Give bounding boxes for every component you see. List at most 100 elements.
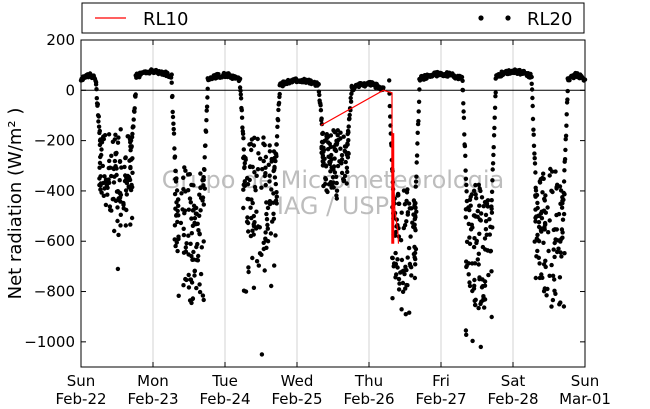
rl20-point-1262 — [549, 262, 554, 268]
series-rl20 — [78, 67, 588, 357]
rl20-point-931 — [323, 163, 329, 168]
rl20-point-427 — [94, 87, 99, 92]
rl20-point-583 — [171, 131, 177, 136]
rl20-point-1384 — [549, 304, 554, 309]
rl20-point-506 — [117, 159, 123, 164]
rl20-point-952 — [334, 174, 339, 179]
rl20-point-978 — [328, 169, 333, 174]
rl20-point-1021 — [402, 202, 408, 207]
rl20-point-649 — [176, 203, 181, 208]
rl20-point-1052 — [402, 271, 407, 277]
rl20-point-1199 — [485, 204, 490, 209]
rl20-point-742 — [267, 179, 272, 184]
rl20-point-1287 — [541, 262, 547, 267]
rl20-point-1308 — [536, 224, 542, 230]
rl20-point-1341 — [539, 216, 545, 221]
rl20-point-1153 — [482, 305, 487, 310]
rl20-point-1130 — [473, 182, 478, 188]
rl20-point-949 — [334, 188, 340, 193]
plot-frame — [80, 39, 586, 368]
rl20-point-550 — [99, 152, 104, 158]
rl20-point-1303 — [550, 273, 556, 278]
rl20-point-1283 — [533, 275, 538, 281]
rl20-point-729 — [254, 259, 260, 264]
rl20-point-1176 — [476, 251, 481, 256]
rl20-point-694 — [193, 211, 199, 216]
rl20-point-450 — [112, 228, 117, 234]
rl20-point-1244 — [493, 90, 498, 95]
rl20-point-704 — [202, 155, 207, 160]
rl20-point-698 — [176, 213, 181, 218]
rl20-point-794 — [273, 233, 278, 238]
rl20-point-686 — [192, 273, 197, 278]
rl20-point-434 — [96, 114, 102, 119]
rl20-point-633 — [174, 188, 180, 193]
rl20-point-562 — [129, 144, 134, 149]
rl20-point-475 — [99, 147, 104, 152]
legend-rl20-marker-2 — [505, 15, 511, 21]
y-axis-label: Net radiation (W/m² ) — [5, 108, 26, 300]
rl20-point-827 — [251, 213, 256, 219]
rl20-point-871 — [318, 103, 323, 108]
rl20-point-1200 — [472, 277, 477, 283]
rl20-point-1185 — [489, 269, 494, 274]
rl20-point-1219 — [470, 338, 475, 344]
rl20-point-673 — [187, 172, 192, 177]
rl20-point-1193 — [472, 298, 477, 303]
rl20-point-816 — [249, 147, 254, 153]
rl20-point-1020 — [395, 265, 400, 270]
rl20-point-1107 — [414, 153, 420, 158]
rl20-point-435 — [96, 124, 102, 129]
rl20-point-1339 — [533, 194, 538, 199]
rl20-point-1314 — [558, 201, 563, 206]
rl20-point-951 — [327, 141, 332, 147]
rl20-point-856 — [275, 124, 280, 129]
rl20-point-621 — [179, 191, 184, 196]
rl20-point-859 — [276, 107, 281, 113]
rl20-point-1209 — [477, 231, 482, 236]
rl20-point-580 — [170, 114, 176, 120]
rl20-point-973 — [342, 173, 348, 179]
rl20-point-1274 — [540, 190, 545, 195]
rl20-point-817 — [256, 151, 261, 156]
rl20-point-967 — [326, 154, 331, 159]
rl20-point-634 — [187, 196, 193, 201]
rl20-point-676 — [178, 220, 184, 226]
rl20-point-796 — [272, 263, 277, 268]
rl20-point-514 — [97, 182, 102, 188]
rl20-point-525 — [116, 197, 121, 203]
rl20-point-797 — [248, 233, 254, 239]
rl20-point-584 — [172, 146, 177, 151]
x-tick-date-7: Mar-01 — [559, 390, 611, 408]
rl20-point-863 — [277, 91, 282, 97]
rl20-point-939 — [346, 151, 351, 156]
rl20-point-1377 — [563, 137, 568, 142]
rl20-point-1174 — [476, 305, 481, 311]
rl20-point-1355 — [558, 239, 563, 244]
rl20-point-789 — [271, 191, 276, 196]
rl20-point-872 — [318, 108, 324, 113]
rl20-point-1086 — [396, 276, 402, 282]
rl20-point-713 — [205, 86, 210, 92]
rl20-point-941 — [332, 156, 337, 161]
rl20-point-814 — [241, 155, 246, 161]
rl20-point-1342 — [559, 254, 564, 259]
rl20-point-651 — [197, 213, 202, 218]
rl20-point-799 — [264, 200, 269, 205]
x-tick-day-6: Sat — [501, 372, 526, 390]
rl20-point-806 — [246, 197, 251, 202]
rl20-point-1336 — [556, 211, 562, 217]
rl20-point-1124 — [463, 153, 468, 158]
rl20-point-1217 — [464, 263, 469, 269]
rl20-point-619 — [175, 248, 180, 254]
rl20-point-523 — [129, 215, 135, 221]
rl20-point-772 — [269, 187, 274, 192]
rl20-point-516 — [126, 185, 132, 190]
legend-rl20-label: RL20 — [527, 9, 572, 30]
rl20-point-1079 — [395, 257, 400, 262]
rl20-point-798 — [266, 162, 271, 167]
rl20-point-984 — [346, 124, 351, 129]
x-tick-date-1: Feb-23 — [127, 390, 178, 408]
rl20-point-1064 — [405, 255, 410, 260]
rl20-point-765 — [252, 135, 257, 140]
